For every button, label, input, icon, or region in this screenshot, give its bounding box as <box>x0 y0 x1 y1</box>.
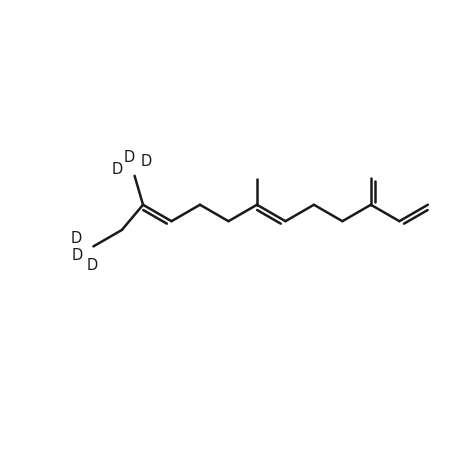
Text: D: D <box>72 248 83 263</box>
Text: D: D <box>71 231 82 246</box>
Text: D: D <box>141 154 152 169</box>
Text: D: D <box>111 162 122 177</box>
Text: D: D <box>124 150 135 165</box>
Text: D: D <box>86 257 97 273</box>
